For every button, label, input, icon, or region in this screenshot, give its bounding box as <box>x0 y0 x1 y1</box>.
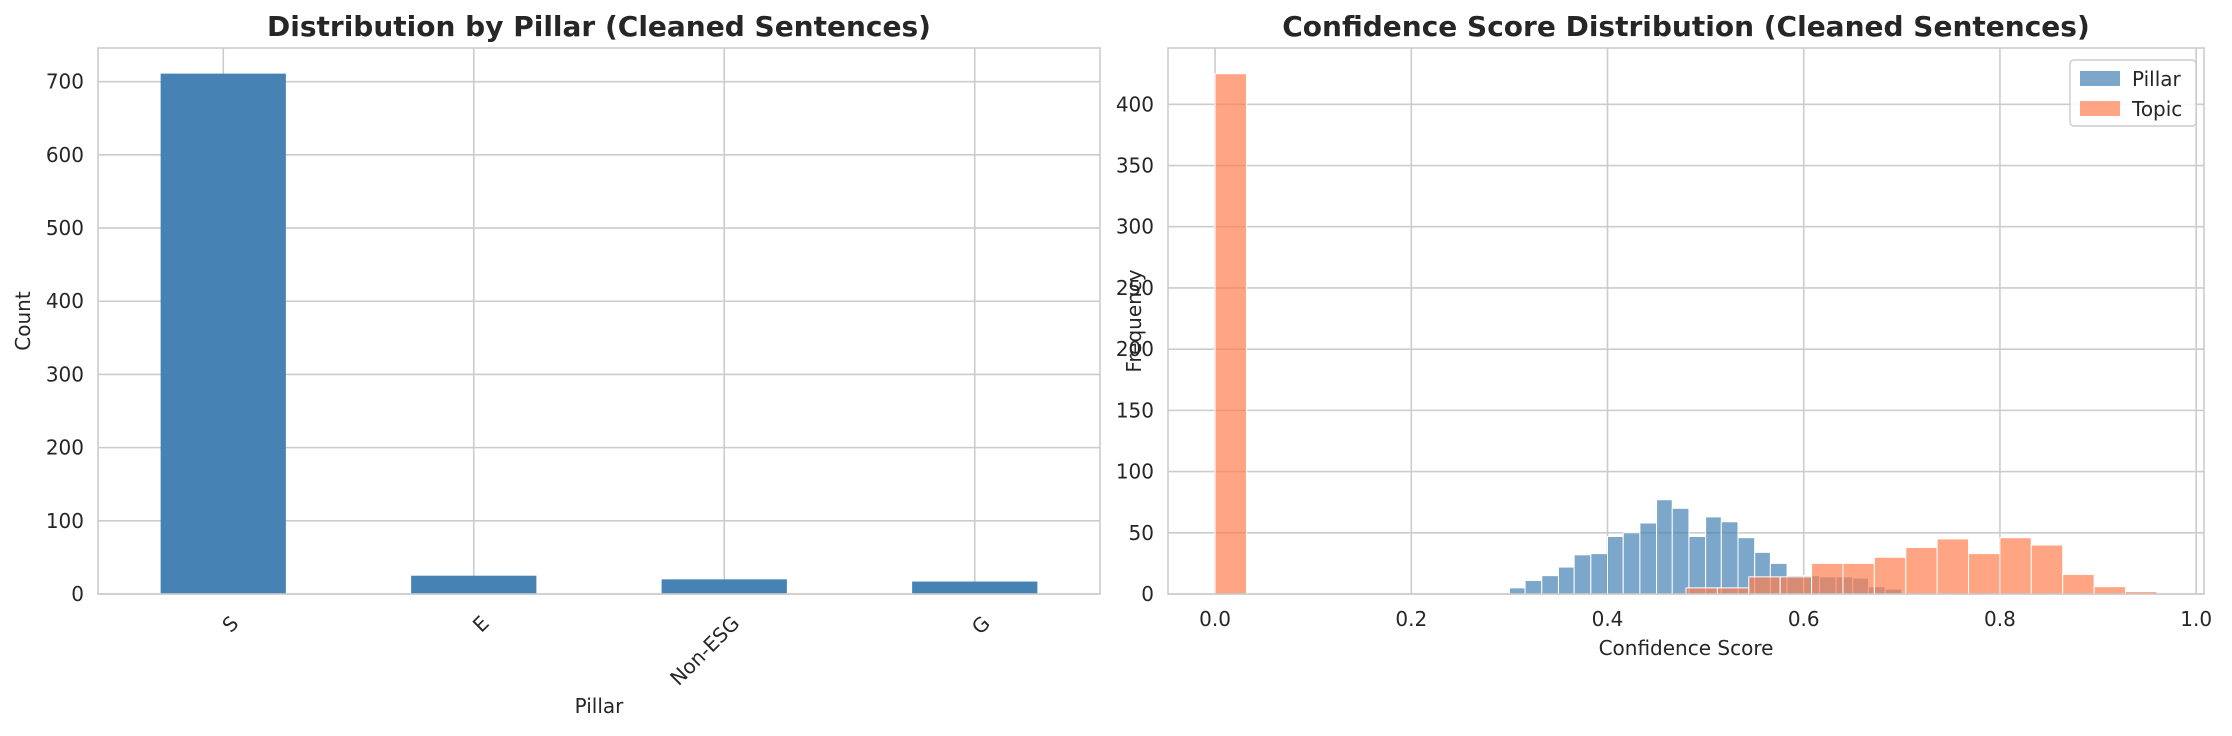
y-tick-label: 200 <box>46 436 84 460</box>
histogram-bar-topic <box>2030 544 2064 595</box>
legend-swatch-topic <box>2080 101 2120 116</box>
y-tick-label: 250 <box>1116 276 1154 300</box>
bar-s <box>160 73 286 594</box>
x-tick-label: 0.6 <box>1788 607 1820 631</box>
legend-swatch-pillar <box>2080 71 2120 86</box>
confidence-chart-y-ticks: 0 50 100 150 200 250 300 350 400 <box>1116 92 1154 606</box>
y-tick-label: 100 <box>46 509 84 533</box>
histogram-bar-pillar <box>1656 499 1673 595</box>
histogram-bar-topic <box>2093 586 2127 595</box>
x-tick-label: G <box>967 611 995 639</box>
x-tick-label: 0.4 <box>1592 607 1624 631</box>
histogram-bar-topic <box>1748 576 1781 595</box>
histogram-bar-pillar <box>1622 532 1641 595</box>
confidence-chart-x-label: Confidence Score <box>1599 636 1774 660</box>
pillar-chart-bars <box>160 73 1038 594</box>
histogram-bar-pillar <box>1573 554 1592 595</box>
histogram-bar-topic <box>1873 556 1907 595</box>
histogram-bar-pillar <box>1508 587 1526 595</box>
x-tick-label: S <box>217 611 243 637</box>
y-tick-label: 400 <box>46 289 84 313</box>
x-tick-label: 1.0 <box>2180 607 2212 631</box>
histogram-bar-topic <box>1905 546 1938 595</box>
pillar-bar-chart: 0 100 200 300 400 500 600 700 S E Non-ESG G Distri… <box>11 10 1101 718</box>
histogram-bar-topic <box>1685 587 1718 595</box>
x-tick-label: 0.8 <box>1984 607 2016 631</box>
histogram-bar-pillar <box>1541 575 1559 595</box>
pillar-chart-x-ticks: S E Non-ESG G <box>217 611 994 690</box>
y-tick-label: 150 <box>1116 398 1154 422</box>
pillar-chart-x-label: Pillar <box>575 694 625 718</box>
y-tick-label: 500 <box>46 216 84 240</box>
y-tick-label: 350 <box>1116 154 1154 178</box>
x-tick-label: E <box>468 611 494 637</box>
histogram-bar-topic <box>1936 538 1970 595</box>
y-tick-label: 200 <box>1116 337 1154 361</box>
confidence-chart-bars <box>1214 73 2158 595</box>
histogram-bar-topic <box>1779 576 1813 595</box>
pillar-chart-frame <box>97 47 1101 595</box>
y-tick-label: 700 <box>46 70 84 94</box>
histogram-bar-topic <box>1214 73 1247 595</box>
bar-non-esg <box>661 579 787 594</box>
y-tick-label: 100 <box>1116 460 1154 484</box>
bar-g <box>912 581 1038 594</box>
confidence-chart-title: Confidence Score Distribution (Cleaned S… <box>1282 10 2090 43</box>
histogram-bar-topic <box>1842 562 1875 595</box>
pillar-chart-y-label: Count <box>11 291 35 351</box>
histogram-bar-pillar <box>1705 516 1722 595</box>
histogram-bar-topic <box>1716 587 1750 595</box>
histogram-bar-topic <box>1968 553 2001 595</box>
pillar-chart-title: Distribution by Pillar (Cleaned Sentence… <box>267 10 931 43</box>
histogram-bar-pillar <box>1607 535 1624 595</box>
confidence-histogram: 0 50 100 150 200 250 300 350 400 0.0 0.2 0.4 0.6 0.8… <box>1116 10 2212 660</box>
histogram-bar-pillar <box>1639 522 1658 595</box>
x-tick-label: 0.0 <box>1199 607 1231 631</box>
bar-e <box>411 575 537 594</box>
x-tick-label: Non-ESG <box>665 611 744 690</box>
y-tick-label: 300 <box>46 362 84 386</box>
y-tick-label: 0 <box>71 582 84 606</box>
pillar-chart-y-ticks: 0 100 200 300 400 500 600 700 <box>46 70 84 606</box>
histogram-bar-topic <box>1811 562 1844 595</box>
y-tick-label: 50 <box>1129 521 1154 545</box>
histogram-bar-topic <box>1999 537 2032 595</box>
histogram-bar-pillar <box>1671 507 1690 595</box>
histogram-bar-pillar <box>1524 580 1543 595</box>
y-tick-label: 0 <box>1141 582 1154 606</box>
histogram-bar-pillar <box>1688 535 1707 595</box>
histogram-bar-pillar <box>1557 566 1575 595</box>
y-tick-label: 400 <box>1116 92 1154 116</box>
confidence-chart-plot-area <box>1168 48 2204 594</box>
histogram-bar-topic <box>2062 573 2095 595</box>
histogram-bar-pillar <box>1590 553 1609 595</box>
legend-label-topic: Topic <box>2131 97 2182 121</box>
x-tick-label: 0.2 <box>1395 607 1427 631</box>
confidence-chart-legend: Pillar Topic <box>2069 59 2197 127</box>
confidence-chart-frame <box>1167 47 2205 595</box>
y-tick-label: 600 <box>46 143 84 167</box>
histogram-bar-pillar <box>1720 521 1739 595</box>
legend-label-pillar: Pillar <box>2132 67 2182 91</box>
confidence-chart-y-label: Frequency <box>1122 269 1146 372</box>
confidence-chart-x-ticks: 0.0 0.2 0.4 0.6 0.8 1.0 <box>1199 607 2212 631</box>
y-tick-label: 300 <box>1116 215 1154 239</box>
